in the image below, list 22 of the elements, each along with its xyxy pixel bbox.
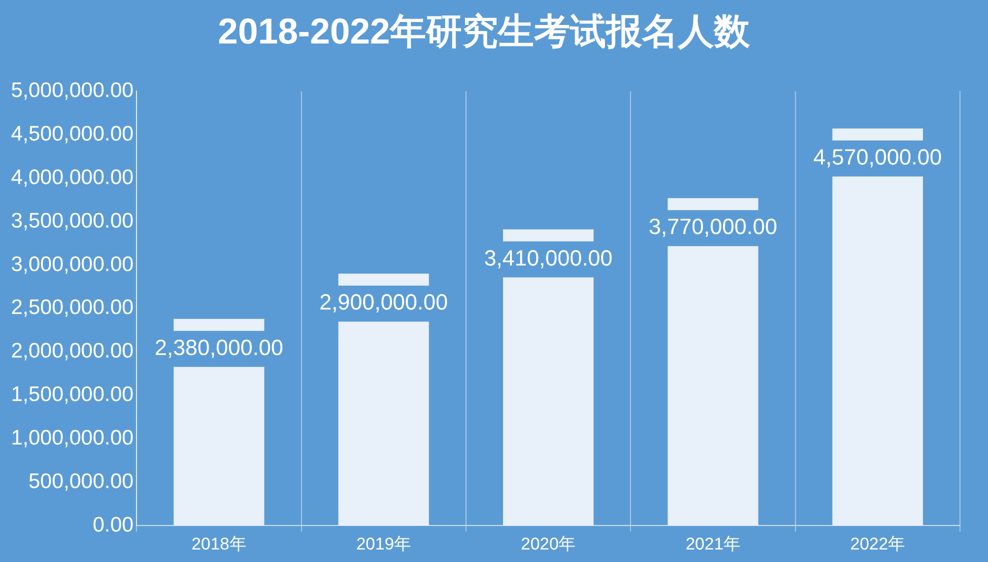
y-tick-label: 3,000,000.00 <box>10 252 134 276</box>
y-tick-label: 4,000,000.00 <box>10 166 134 189</box>
y-tick-label: 3,500,000.00 <box>10 209 134 232</box>
y-tick-label: 500,000.00 <box>28 470 134 493</box>
x-tick-label: 2018年 <box>192 534 246 554</box>
y-tick-label: 4,500,000.00 <box>10 122 134 146</box>
x-tick-label: 2021年 <box>686 534 740 554</box>
y-tick-label: 5,000,000.00 <box>10 78 134 102</box>
data-label: 2,380,000.00 <box>154 334 284 360</box>
y-tick-label: 1,000,000.00 <box>10 426 134 450</box>
data-label: 3,770,000.00 <box>648 214 778 240</box>
y-tick-label: 1,500,000.00 <box>10 383 134 406</box>
data-label: 2,900,000.00 <box>319 290 448 315</box>
y-tick-label: 0.00 <box>92 513 134 536</box>
y-tick-label: 2,000,000.00 <box>10 340 134 363</box>
chart-title: 2018-2022年研究生考试报名人数 <box>218 10 752 52</box>
data-label: 3,410,000.00 <box>484 245 613 270</box>
x-tick-label: 2022年 <box>850 534 906 554</box>
y-tick-label: 2,500,000.00 <box>10 296 134 320</box>
x-tick-label: 2019年 <box>356 534 412 554</box>
x-tick-label: 2020年 <box>520 534 576 554</box>
data-label: 4,570,000.00 <box>813 144 942 170</box>
